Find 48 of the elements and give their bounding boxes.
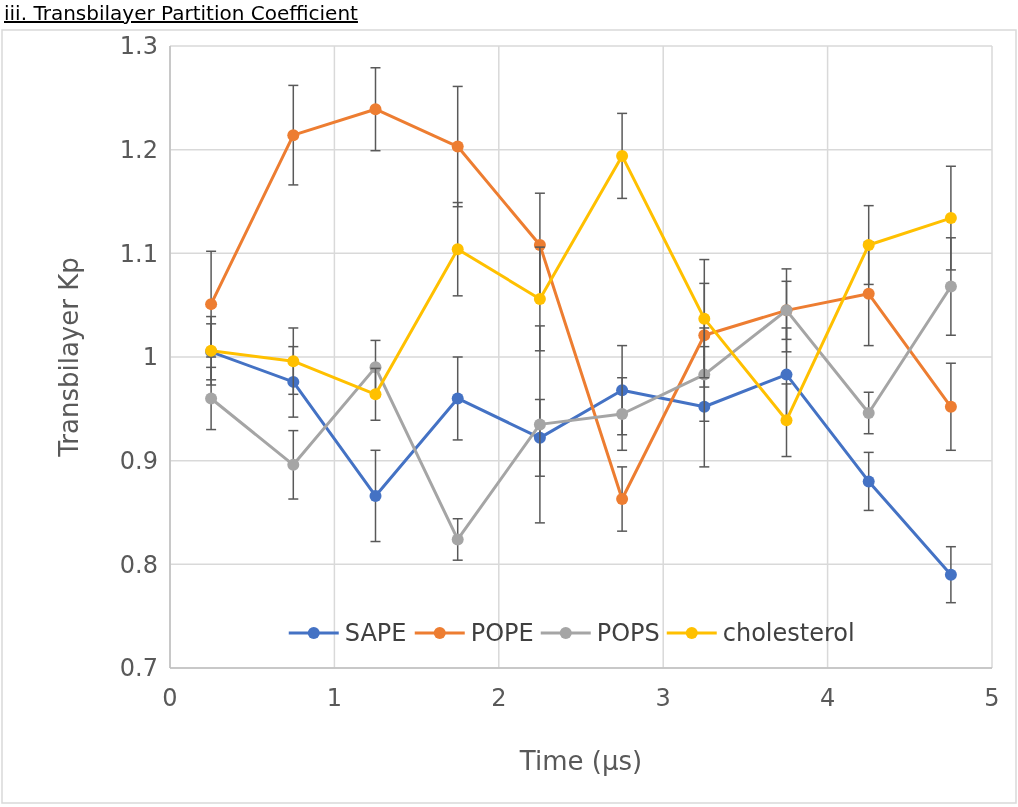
y-tick-label: 0.9 (119, 447, 158, 476)
point (944, 400, 957, 413)
y-axis-title: Transbilayer Kp (54, 257, 84, 458)
point (533, 418, 546, 431)
legend-label: POPS (596, 619, 660, 648)
point (944, 568, 957, 581)
point (451, 392, 464, 405)
point (533, 292, 546, 305)
x-tick-label: 1 (326, 684, 343, 712)
x-tick-label: 0 (162, 684, 178, 712)
point (944, 212, 957, 225)
point (451, 140, 464, 153)
legend-label: POPE (470, 619, 534, 648)
point (780, 414, 793, 427)
point (451, 533, 464, 546)
point (780, 368, 793, 381)
y-tick-label: 0.7 (119, 654, 158, 683)
point (451, 243, 464, 256)
x-tick-label: 5 (984, 684, 1000, 712)
point (944, 280, 957, 293)
point (287, 129, 300, 142)
point (862, 239, 875, 252)
legend-label: SAPE (344, 619, 407, 648)
x-tick-label: 4 (819, 684, 836, 712)
point (616, 408, 629, 421)
y-tick-label: 1.2 (119, 136, 158, 165)
point (369, 388, 382, 401)
point (862, 475, 875, 488)
x-tick-label: 2 (491, 684, 507, 712)
point (287, 355, 300, 368)
point (205, 392, 218, 405)
point (369, 489, 382, 502)
point (369, 103, 382, 116)
y-tick-label: 1 (142, 343, 158, 372)
x-axis-title: Time (µs) (518, 746, 643, 776)
x-tick-label: 3 (655, 684, 671, 712)
point (205, 298, 218, 311)
point (862, 287, 875, 300)
chart-title: iii. Transbilayer Partition Coefficient (4, 1, 359, 25)
point (862, 406, 875, 419)
y-tick-label: 1.1 (119, 239, 158, 268)
legend-label: cholesterol (722, 619, 855, 648)
point (616, 493, 629, 506)
y-tick-label: 0.8 (119, 550, 158, 579)
point (287, 458, 300, 471)
point (698, 312, 711, 325)
y-tick-label: 1.3 (119, 32, 158, 61)
point (616, 149, 629, 162)
